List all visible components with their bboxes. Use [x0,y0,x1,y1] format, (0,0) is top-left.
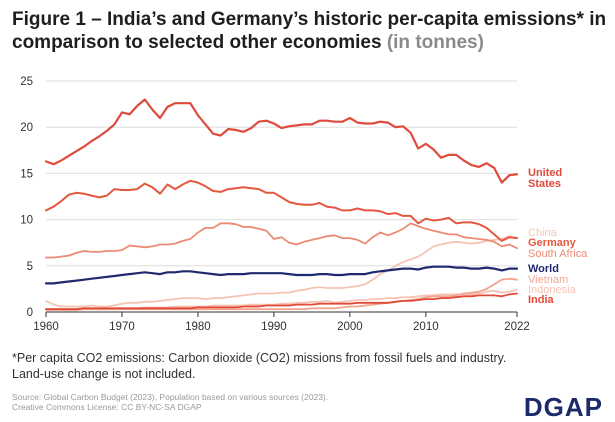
emissions-line-chart: 0 5 10 15 20 25 1960 1970 1980 1990 2000 2010 2022 Un… [20,76,588,333]
y-tick-label-25: 25 [20,76,33,88]
y-tick-label-5: 5 [27,261,33,273]
series-line-world [44,265,519,285]
series-line-vietnam [45,277,518,311]
y-tick-label-10: 10 [20,215,33,227]
x-tick-label-2022: 2022 [504,321,530,333]
y-tick-label-15: 15 [20,168,33,180]
x-tick-label-2000: 2000 [337,321,363,333]
series-line-south-africa [45,222,518,259]
series-label-united-states: United [528,167,562,179]
series-label-germany: Germany [528,237,577,249]
x-tick-label-1960: 1960 [33,321,59,333]
source-line-1: Source: Global Carbon Budget (2023), Pop… [12,392,329,402]
x-tick-label-1990: 1990 [261,321,287,333]
series-label-united-states: States [528,178,561,190]
x-tick-label-1970: 1970 [109,321,135,333]
series-label-indonesia: Indonesia [528,284,577,296]
footnote: *Per capita CO2 emissions: Carbon dioxid… [12,350,602,382]
series-label-world: World [528,263,559,275]
y-tick-label-0: 0 [27,307,33,319]
chart-title-unit: (in tonnes) [386,32,484,53]
chart-title-main: Figure 1 – India’s and Germany’s histori… [12,9,607,53]
x-tick-label-1980: 1980 [185,321,211,333]
chart-title: Figure 1 – India’s and Germany’s histori… [12,8,607,54]
series-label-south-africa: South Africa [528,248,588,260]
source-note: Source: Global Carbon Budget (2023), Pop… [12,392,492,412]
dgap-logo: DGAP [523,392,603,422]
footnote-line-1: *Per capita CO2 emissions: Carbon dioxid… [12,351,507,365]
series-label-vietnam: Vietnam [528,274,568,286]
series-line-united-states [44,98,519,184]
y-tick-label-20: 20 [20,122,33,134]
series-line-china [45,235,518,308]
x-tick-label-2010: 2010 [413,321,439,333]
series-label-china: China [528,227,558,239]
footnote-line-2: Land-use change is not included. [12,367,196,381]
series-line-india [45,292,518,311]
series-label-india: India [528,294,555,306]
series-line-germany [45,179,518,242]
source-line-2: Creative Commons License: CC BY-NC-SA DG… [12,402,202,412]
